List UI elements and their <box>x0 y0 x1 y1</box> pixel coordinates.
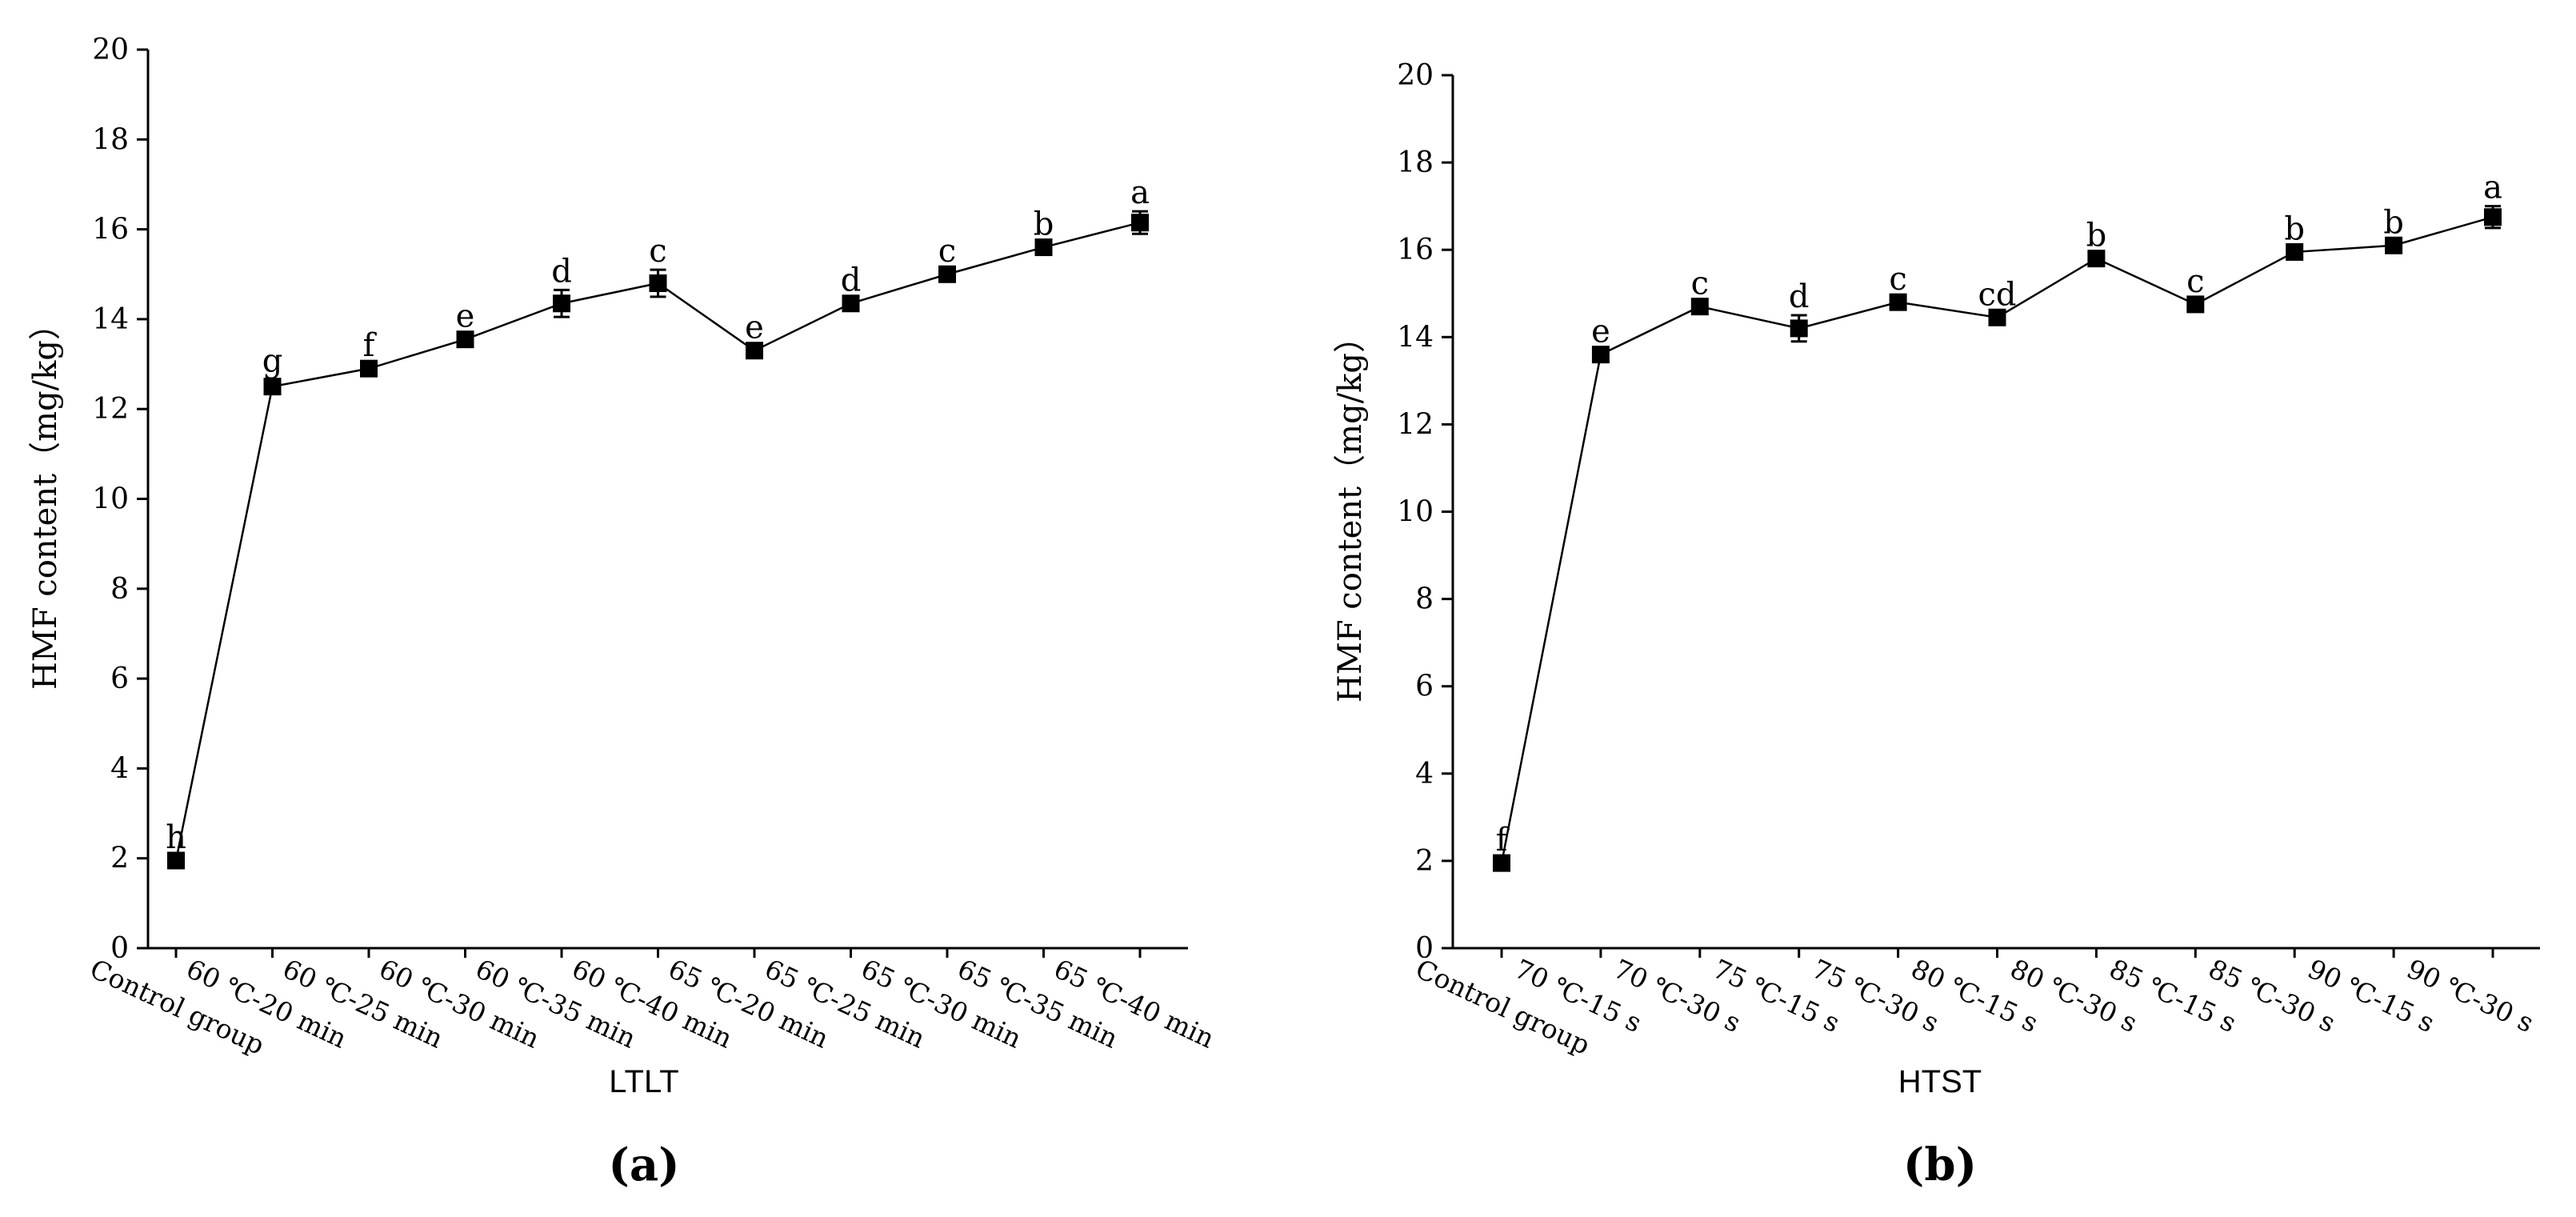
y-tick-label: 16 <box>92 214 129 246</box>
y-tick-label: 14 <box>1397 321 1434 354</box>
marker <box>263 378 282 396</box>
x-axis-title: LTLT <box>609 1064 678 1099</box>
significance-label: b <box>2086 218 2107 254</box>
marker <box>1988 308 2006 326</box>
y-axis-title: HMF content（mg/kg） <box>27 308 64 690</box>
marker <box>553 294 570 313</box>
data-line <box>174 221 1141 861</box>
significance-label: e <box>456 298 475 335</box>
marker <box>2385 236 2403 254</box>
x-axis-title: HTST <box>1898 1064 1982 1099</box>
y-axis-title: HMF content（mg/kg） <box>1332 321 1369 703</box>
y-tick-label: 12 <box>1397 408 1434 441</box>
y-tick-label: 2 <box>110 843 129 875</box>
significance-label: e <box>1591 314 1610 350</box>
y-tick-label: 0 <box>1415 932 1434 965</box>
y-tick-label: 12 <box>92 393 129 426</box>
y-tick-label: 18 <box>1397 146 1434 179</box>
significance-label: b <box>2383 204 2404 241</box>
significance-label: c <box>649 233 666 270</box>
significance-label: a <box>2483 170 2502 206</box>
y-tick-label: 8 <box>1415 583 1434 616</box>
significance-label: d <box>551 253 572 290</box>
marker <box>2087 250 2106 268</box>
y-tick-label: 4 <box>1415 758 1434 791</box>
marker <box>1690 298 1709 316</box>
significance-label: f <box>363 327 378 364</box>
y-tick-label: 2 <box>1415 845 1434 878</box>
y-tick-label: 16 <box>1397 234 1434 266</box>
significance-label: c <box>938 233 956 270</box>
significance-label: d <box>1789 278 1810 315</box>
y-tick-label: 10 <box>92 483 129 516</box>
significance-label: c <box>2186 263 2204 300</box>
y-tick-label: 0 <box>110 932 129 965</box>
significance-label: d <box>841 262 862 299</box>
significance-label: e <box>745 310 764 346</box>
significance-label: f <box>1496 822 1510 859</box>
y-tick-label: 6 <box>1415 671 1434 703</box>
marker <box>167 851 185 870</box>
panel-label: (b) <box>1903 1139 1977 1191</box>
marker <box>842 294 860 313</box>
y-tick-label: 6 <box>110 663 129 695</box>
marker <box>456 330 474 349</box>
marker <box>1131 214 1149 232</box>
y-tick-label: 20 <box>92 34 129 66</box>
significance-label: b <box>1034 206 1054 242</box>
marker <box>360 359 378 378</box>
marker <box>1889 293 1907 311</box>
y-tick-label: 8 <box>110 573 129 606</box>
significance-label: b <box>2284 210 2305 247</box>
marker <box>1034 238 1053 257</box>
y-tick-label: 4 <box>110 752 129 785</box>
y-tick-label: 10 <box>1397 496 1434 529</box>
marker <box>938 265 956 283</box>
marker <box>2186 295 2205 314</box>
marker <box>649 274 667 292</box>
y-tick-label: 14 <box>92 303 129 336</box>
marker <box>1591 346 1610 364</box>
marker <box>1493 854 1510 872</box>
marker <box>2484 208 2502 226</box>
marker <box>2286 242 2304 261</box>
marker <box>1790 319 1808 338</box>
significance-label: h <box>166 819 186 856</box>
significance-label: cd <box>1978 276 2016 313</box>
significance-label: c <box>1889 261 1906 298</box>
significance-label: c <box>1691 266 1709 302</box>
marker <box>746 342 763 360</box>
y-tick-label: 20 <box>1397 59 1434 92</box>
panel-label: (a) <box>608 1139 679 1191</box>
significance-label: g <box>262 343 283 380</box>
y-tick-label: 18 <box>92 123 129 156</box>
significance-label: a <box>1130 174 1150 211</box>
